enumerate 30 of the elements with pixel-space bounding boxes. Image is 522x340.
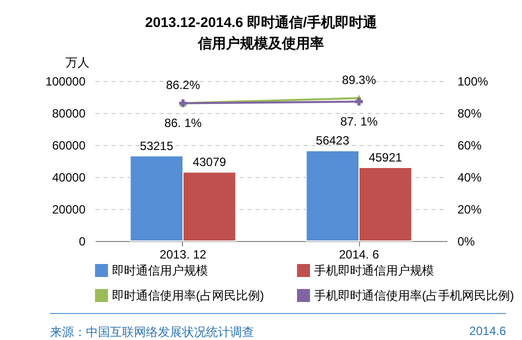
y-axis-title: 万人 [66, 56, 90, 70]
data-label: 86. 1% [164, 116, 202, 130]
y2-tick-label: 20% [458, 202, 482, 216]
legend-label: 手机即时通信用户规模 [314, 264, 434, 278]
y2-tick-label: 0% [458, 234, 476, 248]
y2-tick-label: 80% [458, 106, 482, 120]
y-tick-label: 60000 [52, 138, 86, 152]
data-label: 43079 [192, 155, 226, 170]
y-tick-label: 80000 [52, 106, 86, 120]
text: 2014.6 [469, 324, 506, 340]
legend-label: 即时通信使用率(占网民比例) [112, 288, 264, 302]
data-label: 87. 1% [340, 114, 378, 129]
y2-tick-label: 40% [458, 170, 482, 184]
y2-tick-label: 60% [458, 138, 482, 152]
source-note: 来源：中国互联网络发展状况统计调查 [50, 324, 254, 340]
y-tick-label: 0 [78, 234, 86, 248]
data-label: 86.2% [166, 78, 200, 92]
legend-label: 即时通信用户规模 [112, 264, 208, 278]
y-tick-label: 100000 [45, 74, 86, 88]
data-label: 56423 [316, 134, 350, 148]
data-label: 53215 [140, 138, 174, 153]
x-tick-label: 2014. 6 [338, 248, 380, 262]
chart-title: 2013.12-2014.6 即时通信/手机即时通信用户规模及使用率 [144, 13, 378, 53]
y-tick-label: 40000 [52, 170, 86, 184]
y2-tick-label: 100% [458, 74, 489, 88]
data-label: 89.3% [342, 73, 376, 88]
y-tick-label: 20000 [52, 202, 86, 216]
x-tick-label: 2013. 12 [160, 248, 207, 262]
data-label: 45921 [368, 150, 402, 165]
legend-label: 手机即时通信使用率(占手机网民比例) [314, 288, 514, 302]
